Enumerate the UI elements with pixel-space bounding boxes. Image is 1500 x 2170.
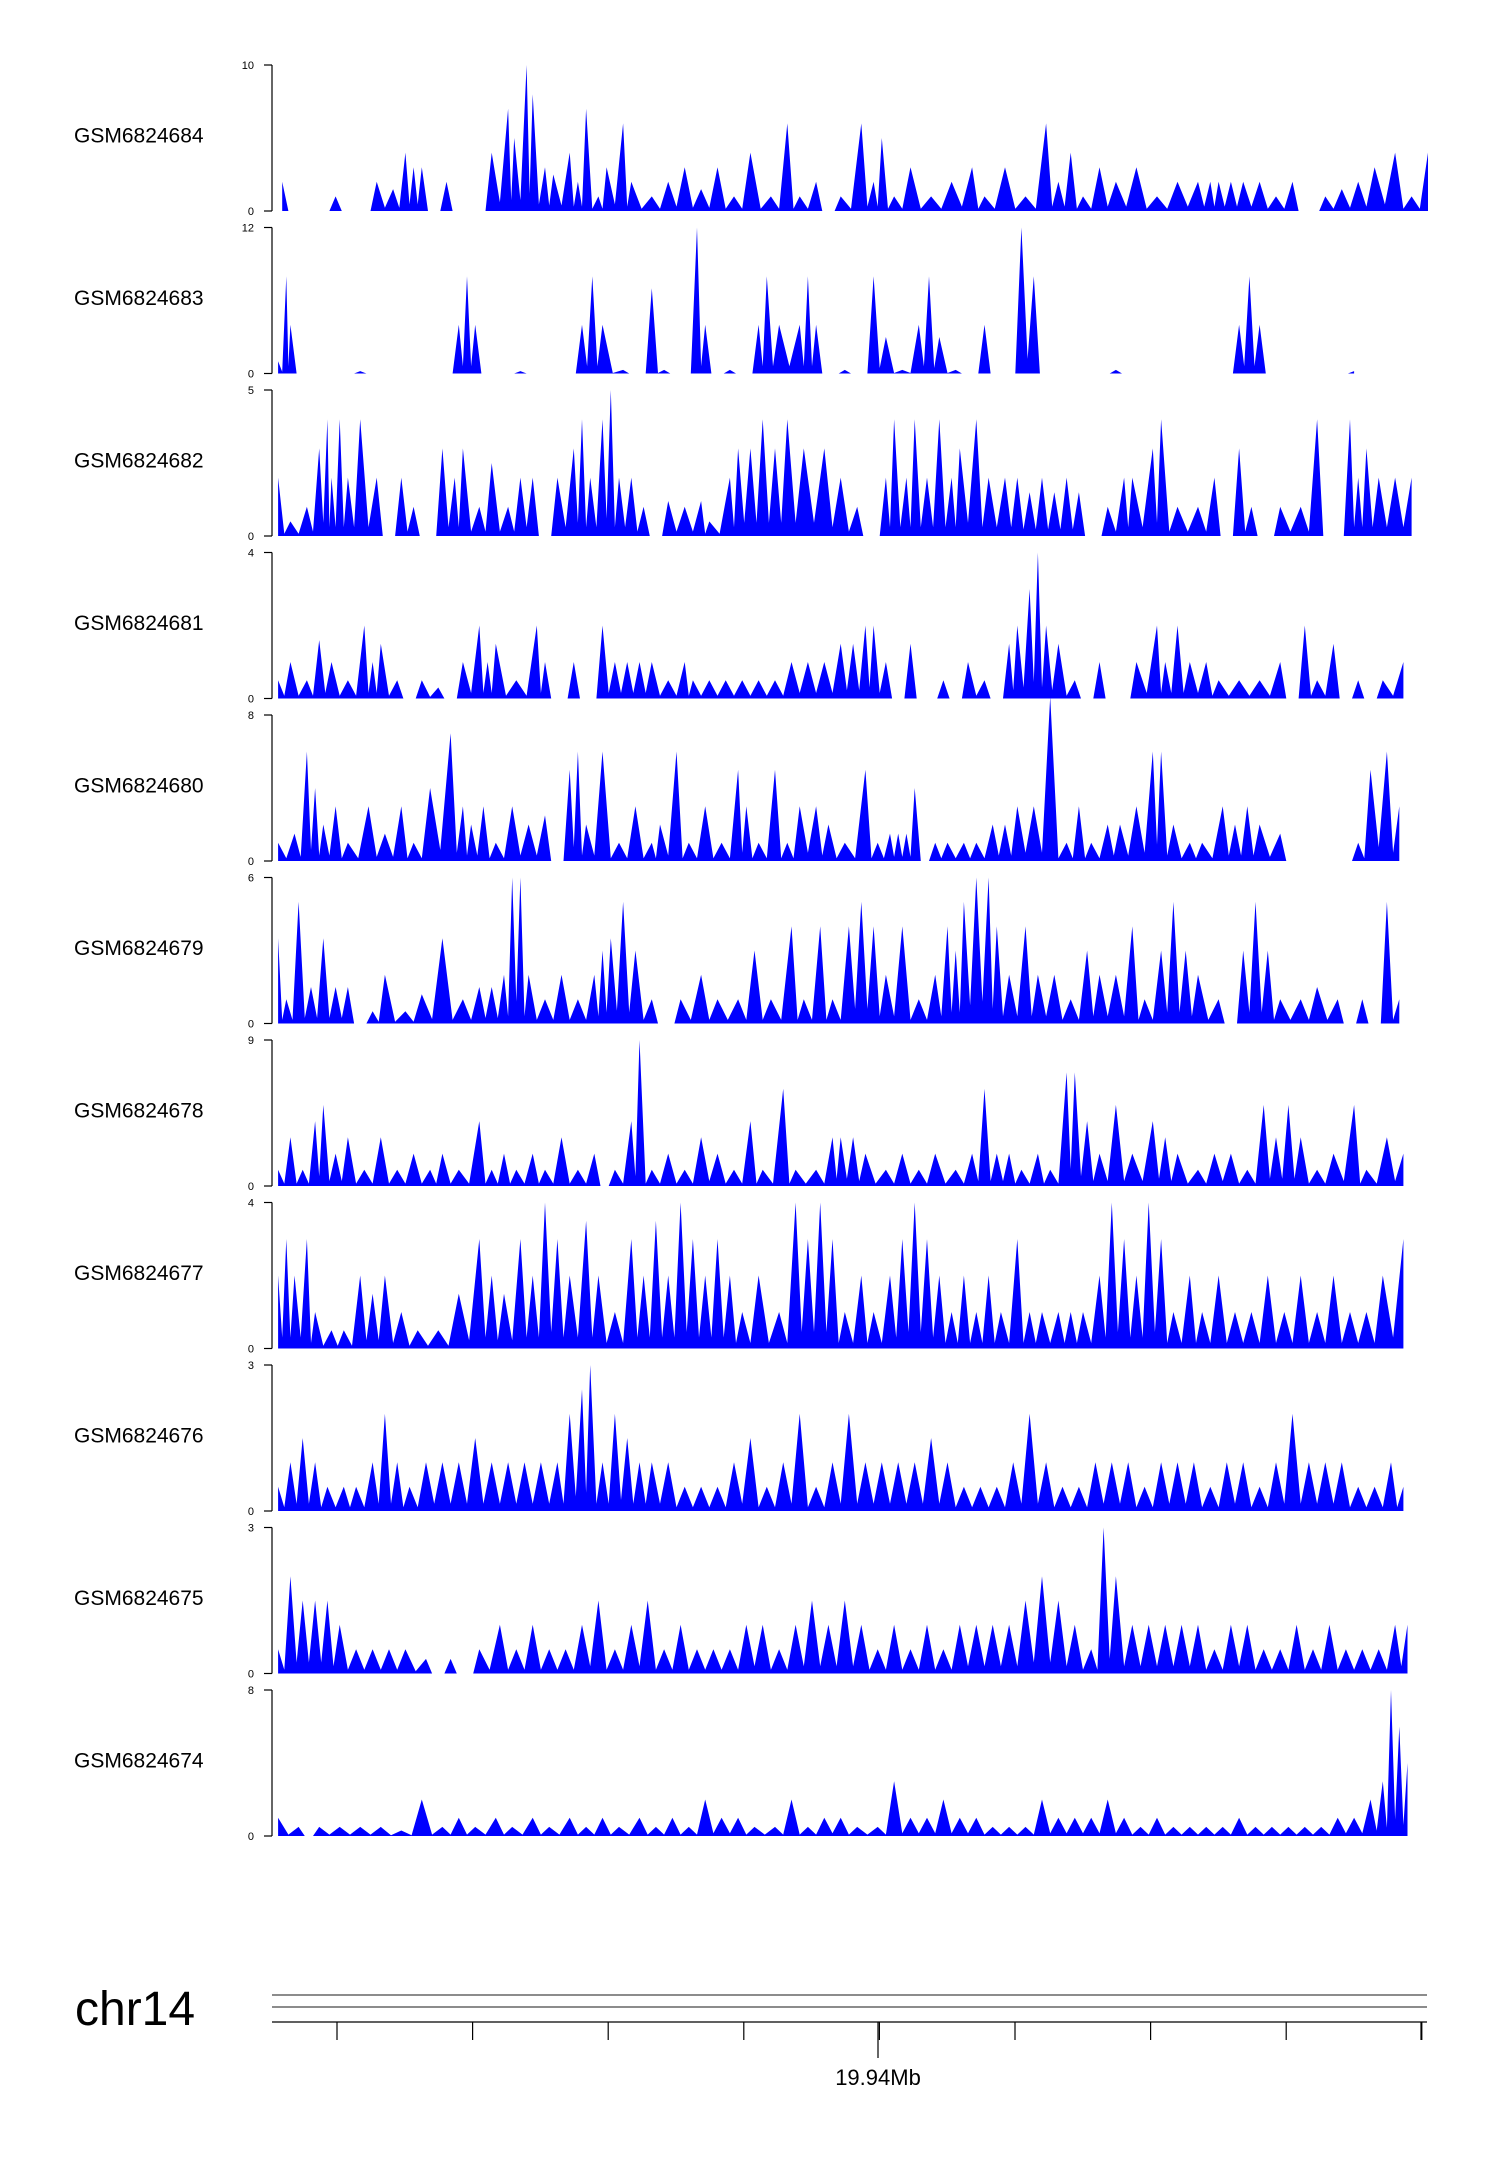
y-tick-label-max: 5 — [248, 385, 254, 397]
y-tick-label-max: 9 — [248, 1035, 254, 1047]
track-label: GSM6824676 — [74, 1424, 204, 1447]
coverage-area — [278, 1202, 1404, 1349]
track-label: GSM6824681 — [74, 612, 204, 635]
track-label: GSM6824674 — [74, 1749, 204, 1772]
track-GSM6824681: GSM6824681 4 0 — [74, 548, 1404, 706]
track-label: GSM6824678 — [74, 1099, 204, 1122]
track-GSM6824674: GSM6824674 8 0 — [74, 1685, 1408, 1843]
y-tick-label-max: 3 — [248, 1360, 254, 1372]
track-label: GSM6824682 — [74, 449, 204, 472]
y-tick-label-min: 0 — [248, 369, 254, 381]
y-tick-label-min: 0 — [248, 1019, 254, 1031]
y-tick-label-max: 12 — [242, 223, 254, 235]
y-tick-label-min: 0 — [248, 531, 254, 543]
chromosome-axis: chr14 19.94Mb — [75, 1983, 1427, 2090]
chromosome-label: chr14 — [75, 1983, 195, 2036]
track-label: GSM6824683 — [74, 287, 204, 310]
coverage-area — [278, 1040, 1404, 1186]
position-ticks — [336, 2022, 1423, 2058]
track-label: GSM6824675 — [74, 1587, 204, 1610]
track-GSM6824678: GSM6824678 9 0 — [74, 1035, 1404, 1193]
coverage-tracks: GSM6824684100GSM6824683120GSM682468250GS… — [74, 60, 1429, 1843]
y-tick-label-min: 0 — [248, 1506, 254, 1518]
y-tick-label-min: 0 — [248, 1831, 254, 1843]
track-GSM6824682: GSM6824682 5 0 — [74, 385, 1412, 543]
track-GSM6824676: GSM6824676 3 0 — [74, 1360, 1404, 1518]
track-GSM6824679: GSM6824679 6 0 — [74, 873, 1400, 1031]
y-tick-label-max: 4 — [248, 548, 254, 560]
coverage-area — [278, 1690, 1408, 1836]
track-GSM6824684: GSM6824684 10 0 — [74, 60, 1429, 218]
coverage-area — [282, 65, 1429, 211]
y-tick-label-min: 0 — [248, 206, 254, 218]
y-tick-label-max: 6 — [248, 873, 254, 885]
coverage-area — [278, 227, 1355, 374]
track-GSM6824680: GSM6824680 8 0 — [74, 696, 1400, 868]
track-label: GSM6824677 — [74, 1262, 204, 1285]
y-tick-label-min: 0 — [248, 1181, 254, 1193]
y-tick-label-max: 4 — [248, 1198, 254, 1210]
y-tick-label-max: 8 — [248, 710, 254, 722]
y-tick-label-min: 0 — [248, 694, 254, 706]
coverage-area — [278, 696, 1400, 861]
track-GSM6824683: GSM6824683 12 0 — [74, 223, 1355, 381]
coverage-area — [278, 1365, 1404, 1511]
y-tick-label-max: 10 — [242, 60, 254, 72]
y-tick-label-max: 3 — [248, 1523, 254, 1535]
coverage-area — [278, 390, 1412, 536]
track-label: GSM6824679 — [74, 937, 204, 960]
coverage-area — [278, 552, 1404, 699]
track-label: GSM6824684 — [74, 124, 204, 147]
y-tick-label-max: 8 — [248, 1685, 254, 1697]
coverage-area — [278, 877, 1400, 1024]
y-tick-label-min: 0 — [248, 1344, 254, 1356]
coverage-area — [278, 1527, 1408, 1674]
position-label: 19.94Mb — [835, 2065, 921, 2090]
track-label: GSM6824680 — [74, 774, 204, 797]
y-tick-label-min: 0 — [248, 1669, 254, 1681]
y-tick-label-min: 0 — [248, 856, 254, 868]
track-GSM6824677: GSM6824677 4 0 — [74, 1198, 1404, 1356]
track-GSM6824675: GSM6824675 3 0 — [74, 1523, 1408, 1681]
